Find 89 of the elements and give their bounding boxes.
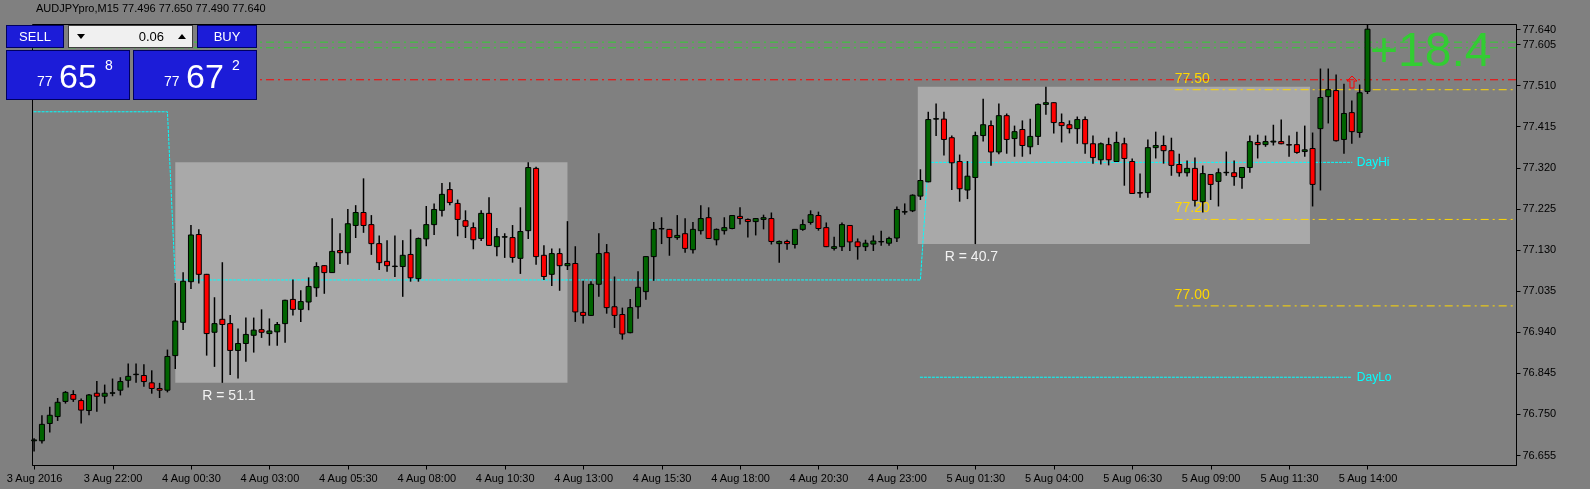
candlestick — [391, 234, 398, 278]
candlestick — [282, 299, 289, 344]
candlestick — [831, 235, 838, 252]
x-tick-label: 5 Aug 06:30 — [1103, 471, 1163, 484]
ref-line-label: 77.50 — [1174, 69, 1210, 86]
candlestick — [940, 111, 947, 157]
candlestick — [1325, 67, 1332, 125]
x-tick-label: 5 Aug 11:30 — [1260, 471, 1319, 484]
candlestick — [125, 362, 132, 389]
candlestick — [784, 238, 791, 251]
candlestick — [846, 224, 853, 252]
candlestick — [242, 316, 249, 363]
candlestick — [838, 221, 845, 252]
candlestick — [446, 181, 453, 206]
y-tick-label: 77.640 — [1522, 22, 1557, 35]
x-tick-label: 4 Aug 08:00 — [397, 471, 457, 484]
candlestick — [1348, 99, 1355, 145]
annotation: 0.06 — [138, 29, 164, 44]
candlestick — [38, 414, 45, 445]
x-tick-label: 4 Aug 05:30 — [318, 471, 378, 484]
candlestick — [737, 206, 744, 226]
y-tick-label: 77.605 — [1522, 37, 1557, 50]
y-tick-label: 77.320 — [1522, 161, 1557, 174]
y-tick-label: 76.655 — [1522, 448, 1557, 461]
candlestick — [289, 278, 296, 317]
x-tick-label: 5 Aug 04:00 — [1024, 471, 1084, 484]
ref-line-label: 77.00 — [1174, 285, 1210, 302]
candlestick — [78, 397, 85, 425]
candlestick — [540, 244, 547, 281]
y-tick-label: 76.940 — [1522, 325, 1557, 338]
y-tick-label: 77.130 — [1522, 243, 1557, 256]
x-tick-label: 4 Aug 23:00 — [868, 471, 927, 484]
x-tick-label: 4 Aug 20:30 — [789, 471, 849, 484]
x-tick-label: 4 Aug 15:30 — [632, 471, 692, 484]
y-tick-label: 77.510 — [1522, 78, 1557, 91]
x-tick-label: 4 Aug 18:00 — [711, 471, 770, 484]
candlestick — [454, 198, 461, 238]
y-tick-label: 77.225 — [1522, 202, 1557, 215]
candlestick — [86, 393, 92, 417]
candlestick — [235, 327, 242, 380]
candlestick — [336, 232, 343, 265]
candlestick — [93, 380, 100, 413]
candlestick — [1293, 130, 1300, 155]
candlestick — [117, 376, 124, 397]
candlestick — [580, 280, 587, 325]
candlestick — [431, 202, 438, 236]
candlestick — [384, 239, 391, 273]
annotation: BUY — [197, 25, 257, 48]
candlestick — [980, 98, 987, 143]
candlestick — [470, 221, 477, 251]
x-tick-label: 4 Aug 03:00 — [240, 471, 300, 484]
x-tick-label: 5 Aug 01:30 — [946, 471, 1006, 484]
series-label: DayLo — [1356, 370, 1392, 385]
candlestick — [462, 209, 469, 239]
candlestick — [493, 227, 500, 257]
candlestick — [438, 182, 445, 218]
x-tick-label: 5 Aug 09:00 — [1181, 471, 1241, 484]
annotation: SELL — [6, 25, 64, 48]
candlestick — [1231, 159, 1238, 187]
candlestick — [1184, 159, 1191, 178]
x-tick-label: 4 Aug 13:00 — [554, 471, 614, 484]
annotation: +18.4 — [1370, 23, 1492, 76]
band-label: R = 40.7 — [944, 248, 999, 265]
chart-title: AUDJPYpro,M15 77.496 77.650 77.490 77.640 — [36, 2, 266, 15]
candlestick — [329, 217, 336, 274]
candlestick — [140, 363, 147, 388]
candlestick — [635, 270, 642, 320]
annotation: 77 67 2 — [164, 57, 240, 96]
candlestick — [689, 221, 696, 255]
y-tick-label: 76.845 — [1522, 366, 1557, 379]
band-label: R = 51.1 — [202, 386, 256, 403]
y-tick-label: 77.035 — [1522, 284, 1557, 297]
candlestick — [1089, 134, 1096, 165]
x-tick-label: 5 Aug 14:00 — [1338, 471, 1398, 484]
x-tick-label: 4 Aug 10:30 — [475, 471, 535, 484]
x-tick-label: 4 Aug 00:30 — [162, 471, 221, 484]
candlestick — [1097, 141, 1104, 166]
candlestick — [1137, 172, 1144, 199]
y-tick-label: 77.415 — [1522, 119, 1557, 132]
y-tick-label: 76.750 — [1522, 407, 1557, 420]
x-tick-label: 3 Aug 2016 — [6, 471, 63, 484]
candlestick — [933, 102, 940, 137]
candlestick — [1239, 166, 1245, 190]
candlestick — [1286, 134, 1293, 158]
series-label: DayHi — [1356, 155, 1390, 170]
annotation: 77 65 8 — [37, 57, 113, 96]
candlestick — [682, 217, 689, 254]
x-tick-label: 3 Aug 22:00 — [83, 471, 143, 484]
candlestick — [1042, 85, 1049, 116]
